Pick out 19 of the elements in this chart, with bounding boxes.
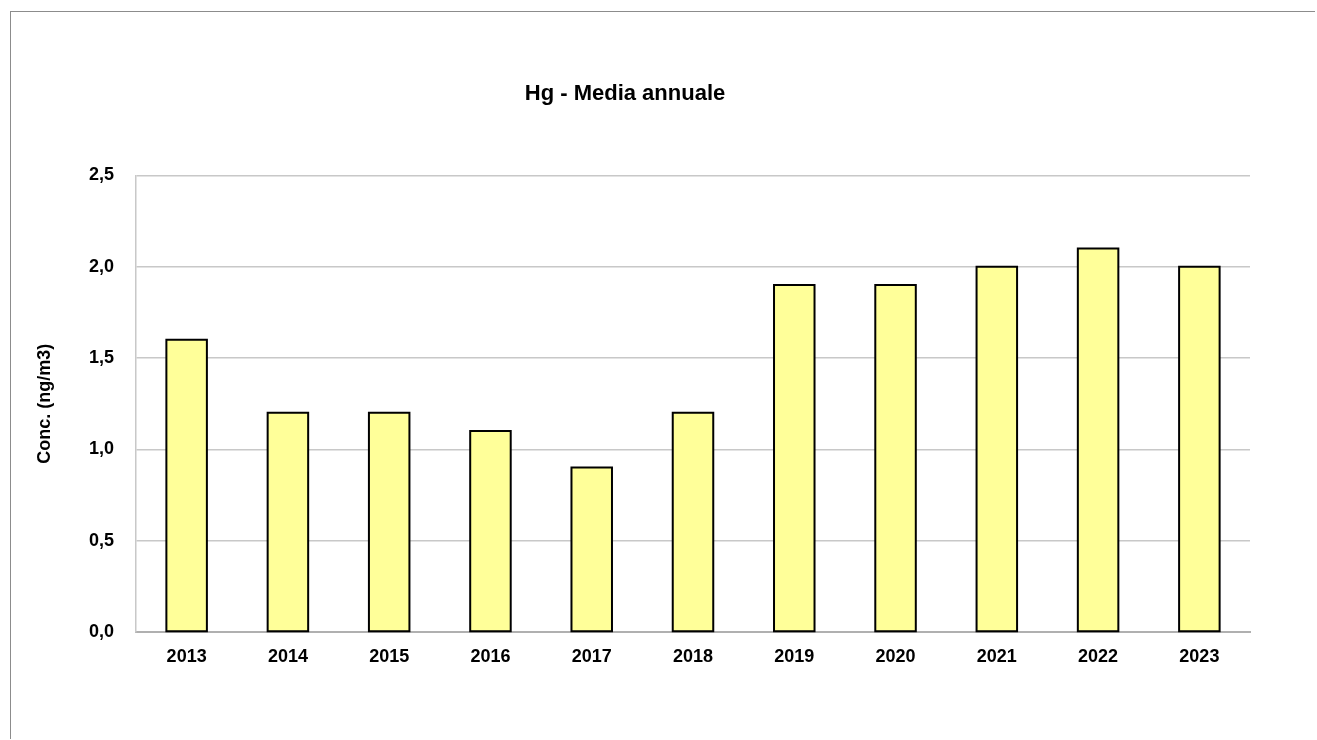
x-tick-label: 2016 xyxy=(470,645,511,666)
y-tick-label: 1,5 xyxy=(88,347,114,368)
x-tick-label: 2017 xyxy=(571,645,612,666)
x-tick-label: 2013 xyxy=(166,645,207,666)
chart-title: Hg - Media annuale xyxy=(524,80,726,106)
x-tick-label: 2023 xyxy=(1179,645,1220,666)
x-tick-label: 2018 xyxy=(672,645,714,666)
x-tick-label: 2021 xyxy=(976,645,1017,666)
x-tick-label: 2014 xyxy=(267,645,308,666)
x-tick-label: 2020 xyxy=(875,645,916,666)
y-tick-label: 1,0 xyxy=(88,438,114,459)
y-tick-label: 2,5 xyxy=(88,164,114,185)
x-tick-label: 2019 xyxy=(774,645,815,666)
x-tick-label: 2022 xyxy=(1078,645,1119,666)
y-tick-label: 2,0 xyxy=(88,255,114,276)
y-tick-label: 0,0 xyxy=(88,620,114,641)
y-axis-title: Conc. (ng/m3) xyxy=(33,343,54,464)
y-tick-label: 0,5 xyxy=(88,529,114,550)
x-tick-label: 2015 xyxy=(369,645,410,666)
